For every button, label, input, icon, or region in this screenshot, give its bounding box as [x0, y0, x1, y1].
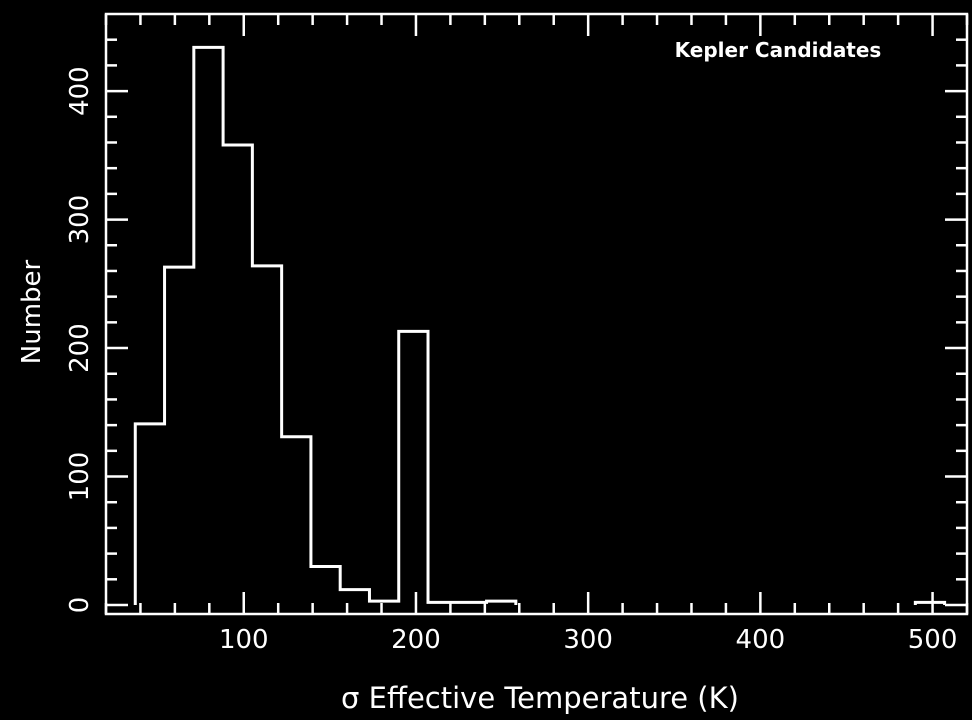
legend-annotation: Kepler Candidates — [675, 38, 882, 62]
axis-tick-labels: 100 200 300 400 500 0 100 200 300 400 — [65, 66, 957, 655]
histogram-series — [133, 45, 518, 606]
plot-frame — [104, 12, 969, 616]
x-axis-label: σ Effective Temperature (K) — [341, 681, 739, 715]
axis-ticks — [104, 14, 969, 614]
y-tick-label: 200 — [65, 323, 95, 373]
x-tick-label: 400 — [736, 625, 786, 655]
y-tick-label: 300 — [65, 195, 95, 245]
x-tick-label: 100 — [219, 625, 269, 655]
x-tick-label: 200 — [391, 625, 441, 655]
y-tick-label: 100 — [65, 452, 95, 502]
histogram-outlier-bin — [913, 600, 947, 606]
y-tick-label: 400 — [65, 66, 95, 116]
x-tick-label: 300 — [563, 625, 613, 655]
y-tick-label: 0 — [65, 597, 95, 614]
y-axis-label: Number — [17, 259, 47, 364]
x-tick-label: 500 — [908, 625, 958, 655]
